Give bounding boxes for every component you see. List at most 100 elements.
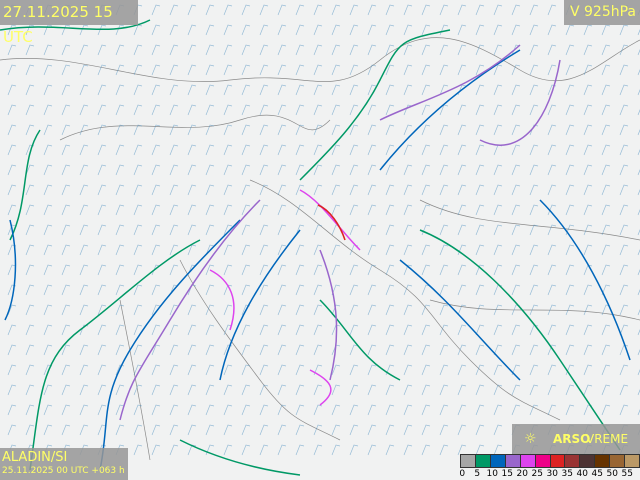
wind-barb [313, 264, 323, 276]
wind-barb [115, 344, 125, 356]
wind-barb [457, 124, 467, 136]
wind-barb [403, 404, 413, 416]
wind-barb [637, 89, 640, 96]
wind-barb [565, 164, 575, 176]
wind-barb [349, 344, 359, 356]
wind-barb [367, 444, 377, 456]
wind-barb [565, 344, 575, 356]
wind-barb [529, 224, 539, 236]
wind-barb [583, 144, 593, 156]
wind-barb [97, 24, 107, 36]
wind-barb [439, 144, 449, 156]
wind-barb [637, 169, 640, 176]
legend-tick: 5 [474, 469, 481, 479]
wind-barb [511, 324, 521, 336]
wind-barb [493, 64, 503, 76]
wind-barb [331, 84, 341, 96]
wind-barb [169, 264, 179, 276]
wind-barb [295, 244, 305, 256]
wind-barb [241, 44, 251, 56]
wind-barb [529, 344, 539, 356]
wind-barb [259, 124, 269, 136]
wind-barb [421, 24, 431, 36]
wind-barb [367, 164, 377, 176]
wind-barb [241, 324, 251, 336]
wind-barb [295, 364, 305, 376]
wind-barb [583, 64, 593, 76]
wind-barb [115, 144, 125, 156]
wind-barb [259, 424, 269, 436]
wind-barb [403, 284, 413, 296]
wind-barb [295, 304, 305, 316]
wind-barb [385, 64, 395, 76]
wind-barb [421, 284, 431, 296]
wind-barb [511, 164, 521, 176]
wind-barb [583, 164, 593, 176]
wind-barb [565, 44, 575, 56]
wind-barb [367, 264, 377, 276]
wind-barb [97, 324, 107, 336]
wind-barb [601, 124, 611, 136]
wind-barb [79, 184, 89, 196]
wind-barb [313, 124, 323, 136]
isotachs [0, 19, 631, 476]
wind-barb [79, 304, 89, 316]
wind-barb [25, 404, 35, 416]
wind-barb [61, 144, 71, 156]
wind-barb [583, 284, 593, 296]
wind-barb [313, 344, 323, 356]
legend-swatch [625, 455, 640, 467]
wind-barb [367, 124, 377, 136]
wind-barb [403, 64, 413, 76]
wind-barb [493, 104, 503, 116]
wind-barb [151, 184, 161, 196]
wind-barb [421, 184, 431, 196]
wind-barb [457, 4, 467, 16]
wind-barb [385, 264, 395, 276]
wind-barb [457, 424, 467, 436]
wind-barb [475, 64, 485, 76]
wind-barb [115, 384, 125, 396]
wind-barb [637, 329, 640, 336]
wind-barb [43, 384, 53, 396]
wind-barb [475, 344, 485, 356]
wind-barb [205, 184, 215, 196]
wind-barb [475, 24, 485, 36]
wind-barb [619, 284, 629, 296]
wind-barb [403, 184, 413, 196]
wind-barb [529, 64, 539, 76]
wind-barb [421, 4, 431, 16]
wind-barb [637, 289, 640, 296]
wind-barb [457, 104, 467, 116]
wind-barb [385, 184, 395, 196]
wind-barb [169, 184, 179, 196]
wind-barb [79, 24, 89, 36]
wind-barb [223, 424, 233, 436]
wind-barb [151, 144, 161, 156]
wind-barb [421, 364, 431, 376]
wind-barb [241, 284, 251, 296]
legend-swatch [461, 455, 476, 467]
wind-barb [565, 144, 575, 156]
wind-barb [619, 64, 629, 76]
valid-time-label: 27.11.2025 15 UTC [0, 0, 138, 46]
wind-barb [133, 224, 143, 236]
wind-barb [331, 304, 341, 316]
wind-barb [529, 204, 539, 216]
wind-barb [385, 24, 395, 36]
wind-barb [439, 424, 449, 436]
wind-barb [97, 204, 107, 216]
wind-barb [115, 64, 125, 76]
wind-barb [241, 424, 251, 436]
wind-barb [313, 104, 323, 116]
wind-barb [565, 264, 575, 276]
wind-barb [475, 104, 485, 116]
legend-tick: 20 [516, 469, 528, 479]
wind-barb [25, 244, 35, 256]
wind-barb [385, 304, 395, 316]
wind-barb [25, 224, 35, 236]
wind-barb [169, 44, 179, 56]
wind-barb [529, 364, 539, 376]
wind-barb [277, 404, 287, 416]
wind-barb [151, 444, 161, 456]
